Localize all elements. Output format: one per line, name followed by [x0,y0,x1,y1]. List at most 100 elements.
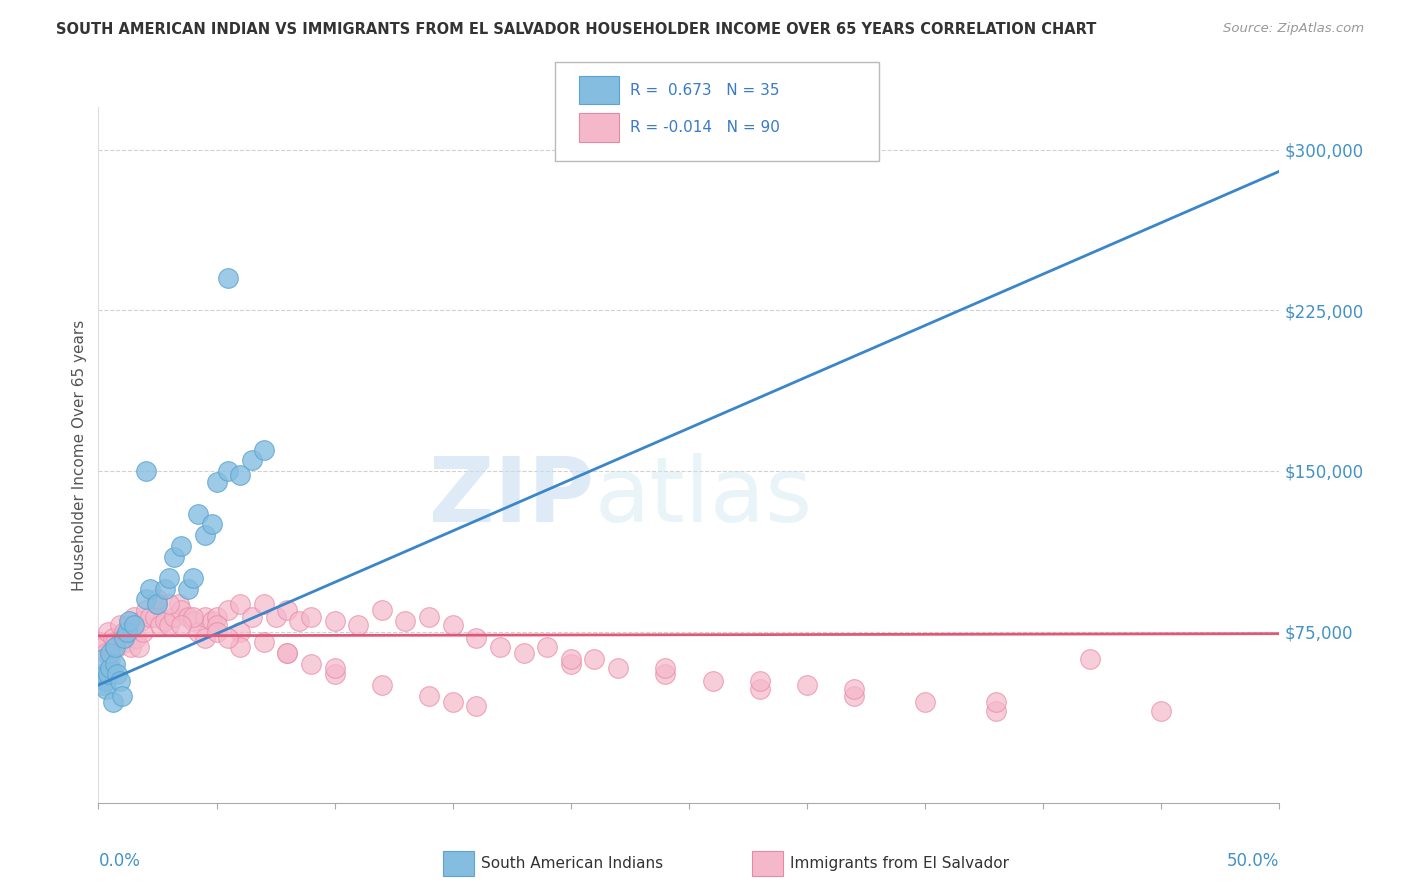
Point [217,603,239,617]
Point [129,614,152,628]
Point [560,652,582,666]
Point [157,597,180,611]
Point [583,652,606,666]
Point [194,609,217,624]
Point [98,652,121,666]
Point [194,631,217,645]
Point [1150,704,1173,718]
Point [132,624,155,639]
Point [253,635,276,649]
Point [205,618,228,632]
Point [276,646,298,660]
Point [97,667,120,681]
Point [149,618,172,632]
Point [984,704,1007,718]
Point [465,631,488,645]
Point [217,271,239,285]
Point [229,468,252,483]
Point [157,571,180,585]
Point [253,442,276,457]
Point [115,635,138,649]
Point [90,667,112,681]
Text: 0.0%: 0.0% [98,852,141,870]
Point [347,618,370,632]
Point [205,624,228,639]
Point [94,646,117,660]
Point [135,603,157,617]
Point [323,661,346,675]
Point [91,640,114,654]
Text: Source: ZipAtlas.com: Source: ZipAtlas.com [1223,22,1364,36]
Point [170,539,193,553]
Point [181,614,204,628]
Point [702,673,724,688]
Point [276,603,298,617]
Point [323,667,346,681]
Point [108,618,131,632]
Point [489,640,512,654]
Point [105,640,128,654]
Point [167,597,190,611]
Point [125,631,148,645]
Point [157,618,180,632]
Point [90,635,112,649]
Point [654,667,676,681]
Point [111,689,134,703]
Point [844,689,866,703]
Point [205,475,228,489]
Point [139,609,162,624]
Point [97,624,120,639]
Point [98,646,121,660]
Point [512,646,534,660]
Point [441,695,464,709]
Point [118,618,141,632]
Point [205,609,228,624]
Point [560,657,582,671]
Point [217,631,239,645]
Point [984,695,1007,709]
Point [170,603,193,617]
Point [240,453,263,467]
Point [371,678,394,692]
Point [112,631,135,645]
Point [101,695,124,709]
Text: R = -0.014   N = 90: R = -0.014 N = 90 [630,120,780,135]
Point [229,624,252,639]
Point [748,682,770,697]
Point [914,695,936,709]
Point [201,517,224,532]
Point [654,661,676,675]
Point [418,689,440,703]
Point [201,614,224,628]
Text: atlas: atlas [595,452,813,541]
Point [181,571,204,585]
Point [276,646,298,660]
Point [187,624,209,639]
Point [118,614,141,628]
Point [607,661,630,675]
Text: SOUTH AMERICAN INDIAN VS IMMIGRANTS FROM EL SALVADOR HOUSEHOLDER INCOME OVER 65 : SOUTH AMERICAN INDIAN VS IMMIGRANTS FROM… [56,22,1097,37]
Point [394,614,416,628]
Point [112,624,135,639]
Point [104,640,127,654]
Point [122,609,145,624]
Point [135,592,157,607]
Point [91,678,114,692]
Point [217,464,239,478]
Point [299,609,322,624]
Point [229,597,252,611]
Point [146,597,169,611]
Point [101,631,124,645]
Point [115,624,138,639]
Point [122,618,145,632]
Text: Immigrants from El Salvador: Immigrants from El Salvador [790,856,1010,871]
Text: ZIP: ZIP [429,452,595,541]
Point [288,614,311,628]
Point [240,609,263,624]
Point [299,657,322,671]
Point [153,614,176,628]
Point [844,682,866,697]
Text: South American Indians: South American Indians [481,856,664,871]
Point [153,582,176,596]
Point [146,597,169,611]
